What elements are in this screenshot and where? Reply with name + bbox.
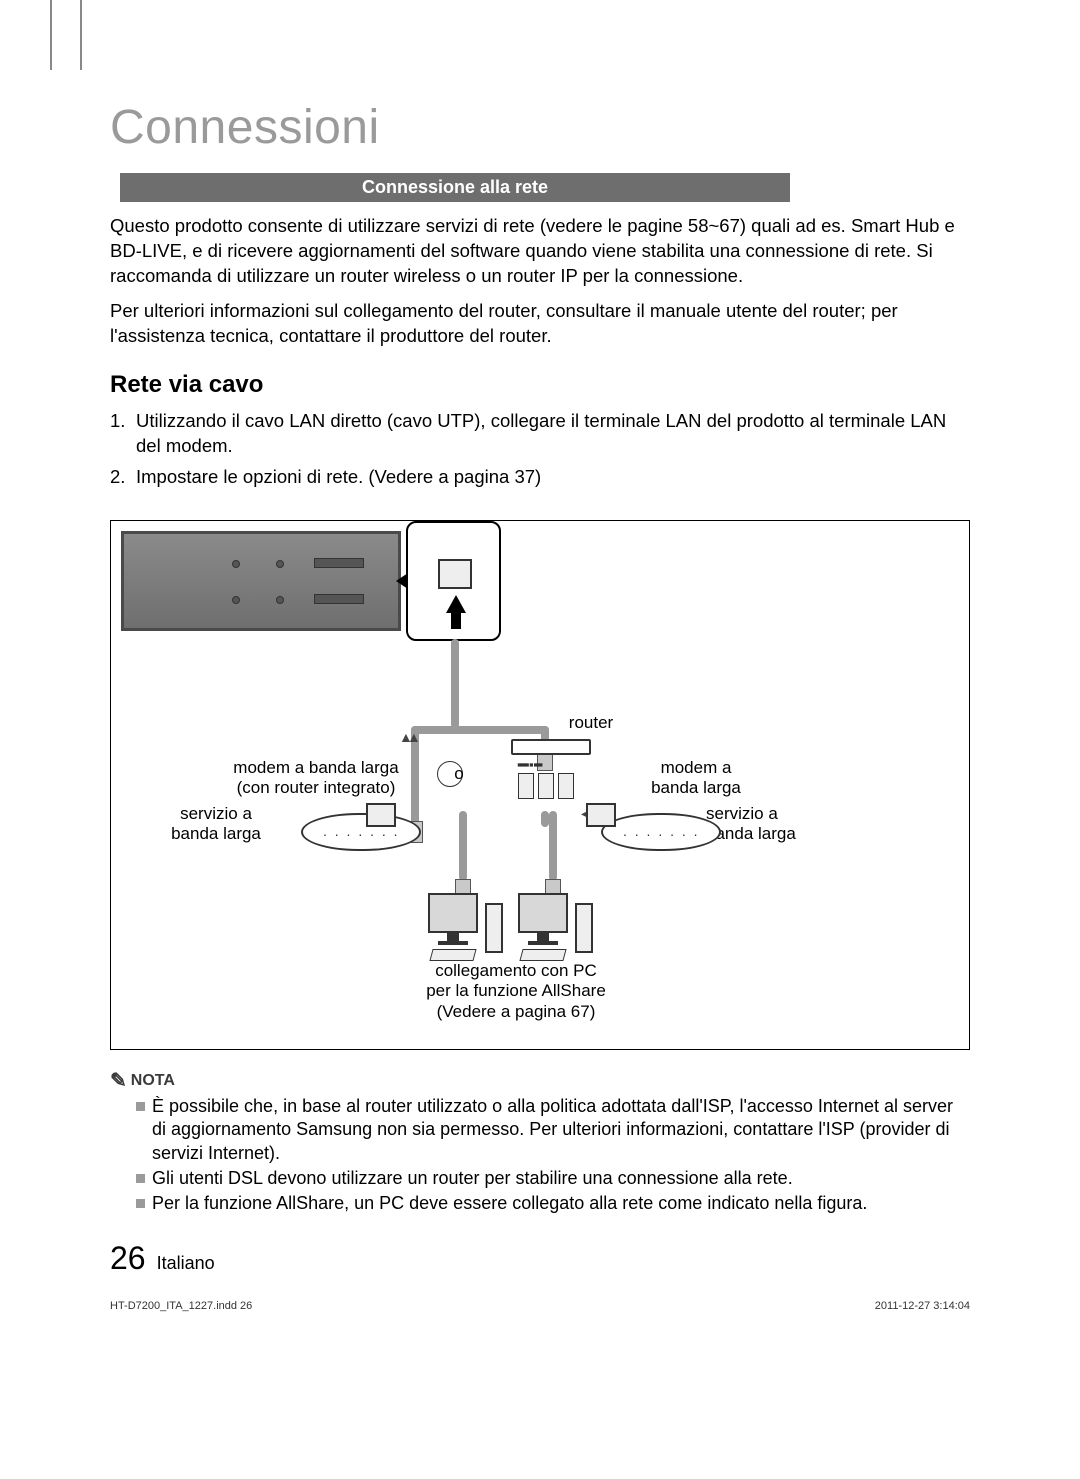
page-number: 26 <box>110 1240 146 1276</box>
footer-timestamp: 2011-12-27 3:14:04 <box>875 1300 970 1312</box>
modem-side-icon <box>366 803 396 827</box>
pc-note-label: collegamento con PC per la funzione AllS… <box>401 961 631 1022</box>
service-label-right: servizio a banda larga <box>706 804 806 845</box>
pc-icon <box>423 893 483 961</box>
note-bullet: Gli utenti DSL devono utilizzare un rout… <box>136 1167 970 1190</box>
device-back-panel <box>121 531 401 631</box>
note-bullet: È possibile che, in base al router utili… <box>136 1095 970 1165</box>
note-block: ✎NOTA È possibile che, in base al router… <box>110 1066 970 1216</box>
steps-list: 1. Utilizzando il cavo LAN diretto (cavo… <box>110 409 970 490</box>
intro-paragraph-2: Per ulteriori informazioni sul collegame… <box>110 299 970 349</box>
note-heading: ✎NOTA <box>110 1066 970 1091</box>
modem-simple-label: modem a banda larga <box>621 758 771 799</box>
subheading-wired: Rete via cavo <box>110 371 970 399</box>
step-text: Impostare le opzioni di rete. (Vedere a … <box>136 466 541 487</box>
modem-integrated-label: modem a banda larga (con router integrat… <box>216 758 416 799</box>
footer-indd: HT-D7200_ITA_1227.indd 26 <box>110 1300 252 1312</box>
step-number: 1. <box>110 409 125 434</box>
page-language: Italiano <box>157 1253 215 1273</box>
or-label: o <box>449 764 469 784</box>
router-ports-icon <box>516 773 586 813</box>
step-text: Utilizzando il cavo LAN diretto (cavo UT… <box>136 410 946 456</box>
service-label-left: servizio a banda larga <box>166 804 266 845</box>
intro-paragraph-1: Questo prodotto consente di utilizzare s… <box>110 214 970 289</box>
modem-side-icon <box>586 803 616 827</box>
page-title: Connessioni <box>110 100 970 155</box>
step-2: 2. Impostare le opzioni di rete. (Vedere… <box>110 465 970 490</box>
step-number: 2. <box>110 465 125 490</box>
router-icon <box>511 739 591 755</box>
router-label: router <box>531 713 651 733</box>
page-footer: 26 Italiano <box>110 1240 215 1277</box>
section-heading: Connessione alla rete <box>120 173 790 202</box>
modem-icon <box>601 813 721 851</box>
arrow-up-icon <box>446 595 466 613</box>
pencil-icon: ✎ <box>110 1070 127 1092</box>
pc-icon <box>513 893 573 961</box>
lan-port-callout <box>406 521 501 641</box>
lan-jack-icon <box>438 559 472 589</box>
note-bullet: Per la funzione AllShare, un PC deve ess… <box>136 1192 970 1215</box>
network-diagram: ▲▲ ◀▶ ◀▶ o router modem a banda larga (c… <box>110 520 970 1050</box>
step-1: 1. Utilizzando il cavo LAN diretto (cavo… <box>110 409 970 459</box>
modem-icon <box>301 813 421 851</box>
